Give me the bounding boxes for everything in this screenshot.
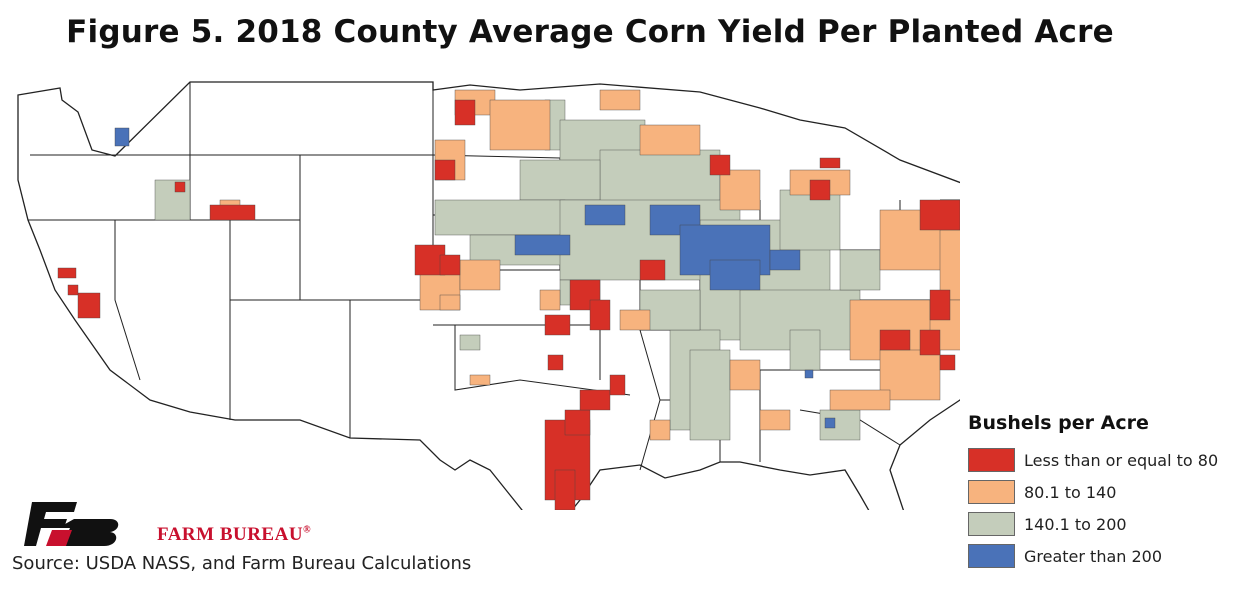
farm-bureau-logo: FARM BUREAU® [22, 500, 332, 552]
farm-bureau-logo-icon [24, 502, 119, 546]
legend-item-3: 140.1 to 200 [968, 508, 1253, 540]
figure-title: Figure 5. 2018 County Average Corn Yield… [66, 14, 1114, 50]
farm-bureau-wordmark: FARM BUREAU® [157, 524, 312, 545]
legend-swatch-gray [968, 512, 1015, 536]
legend-item-2: 80.1 to 140 [968, 476, 1253, 508]
legend: Bushels per Acre Less than or equal to 8… [968, 412, 1253, 572]
legend-title: Bushels per Acre [968, 412, 1149, 434]
legend-label-1: Less than or equal to 80 [1024, 450, 1219, 470]
county-fills [57, 89, 960, 510]
legend-item-4: Greater than 200 [968, 540, 1253, 572]
legend-label-2: 80.1 to 140 [1024, 482, 1117, 502]
legend-label-4: Greater than 200 [1024, 546, 1163, 566]
source-note: Source: USDA NASS, and Farm Bureau Calcu… [12, 553, 472, 574]
legend-swatch-orange [968, 480, 1015, 504]
us-county-map [17, 81, 960, 510]
legend-label-3: 140.1 to 200 [1024, 514, 1127, 534]
legend-swatch-red [968, 448, 1015, 472]
legend-swatch-blue [968, 544, 1015, 568]
legend-item-1: Less than or equal to 80 [968, 444, 1253, 476]
